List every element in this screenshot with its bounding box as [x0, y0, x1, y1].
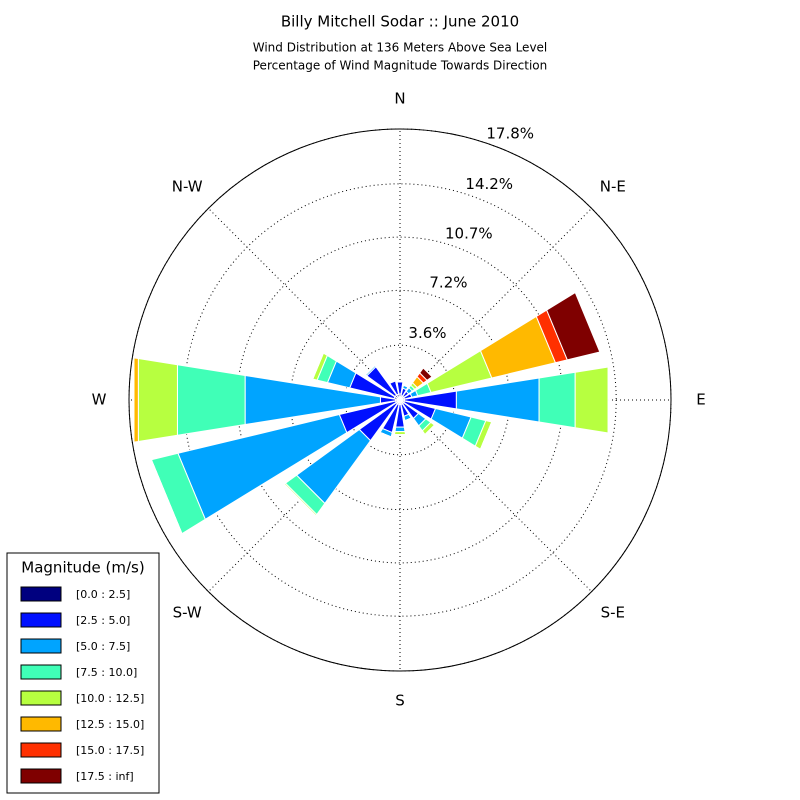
- direction-label: S-W: [173, 603, 202, 621]
- chart-subtitle: Wind Distribution at 136 Meters Above Se…: [253, 41, 548, 55]
- direction-label: N-E: [600, 178, 626, 196]
- legend-swatch: [20, 612, 62, 628]
- legend-label: [15.0 : 17.5]: [76, 744, 144, 757]
- direction-label: N-W: [172, 178, 203, 196]
- sector: [365, 365, 376, 376]
- chart-title: Billy Mitchell Sodar :: June 2010: [281, 13, 519, 31]
- r-tick-label: 14.2%: [465, 175, 513, 193]
- sector: [424, 424, 435, 435]
- r-tick-label: 3.6%: [408, 324, 446, 342]
- legend-swatch: [20, 742, 62, 758]
- sector: [574, 366, 609, 434]
- legend-swatch: [20, 664, 62, 680]
- legend-label: [17.5 : inf]: [76, 770, 134, 783]
- sector: [455, 377, 540, 423]
- sector: [389, 380, 396, 384]
- legend-label: [5.0 : 7.5]: [76, 640, 130, 653]
- direction-label: E: [696, 391, 705, 409]
- legend-label: [2.5 : 5.0]: [76, 614, 130, 627]
- legend-title: Magnitude (m/s): [21, 559, 144, 577]
- legend-swatch: [20, 768, 62, 784]
- sector: [176, 364, 246, 436]
- legend-label: [0.0 : 2.5]: [76, 588, 130, 601]
- direction-label: S: [395, 692, 405, 710]
- legend-label: [12.5 : 15.0]: [76, 718, 144, 731]
- sector: [419, 367, 433, 381]
- legend-swatch: [20, 638, 62, 654]
- r-tick-label: 10.7%: [445, 224, 493, 242]
- legend-label: [7.5 : 10.0]: [76, 666, 137, 679]
- sector: [426, 349, 493, 394]
- sector: [312, 352, 324, 380]
- sector: [480, 421, 493, 450]
- chart-subtitle: Percentage of Wind Magnitude Towards Dir…: [253, 59, 547, 73]
- sector: [394, 426, 406, 433]
- sector: [283, 483, 317, 517]
- sector: [133, 357, 139, 443]
- sector: [403, 384, 409, 388]
- legend-swatch: [20, 586, 62, 602]
- sector: [546, 291, 601, 361]
- direction-label: S-E: [601, 603, 625, 621]
- direction-label: N: [394, 90, 405, 108]
- direction-label: W: [92, 391, 107, 409]
- sector: [404, 417, 412, 422]
- sector: [150, 459, 183, 534]
- grid-ring: [128, 128, 672, 672]
- legend-label: [10.0 : 12.5]: [76, 692, 144, 705]
- legend-swatch: [20, 690, 62, 706]
- sector: [379, 431, 392, 438]
- r-tick-label: 17.8%: [486, 124, 534, 142]
- sector: [137, 357, 178, 443]
- sector: [538, 371, 576, 429]
- legend-swatch: [20, 716, 62, 732]
- r-tick-label: 7.2%: [429, 274, 467, 292]
